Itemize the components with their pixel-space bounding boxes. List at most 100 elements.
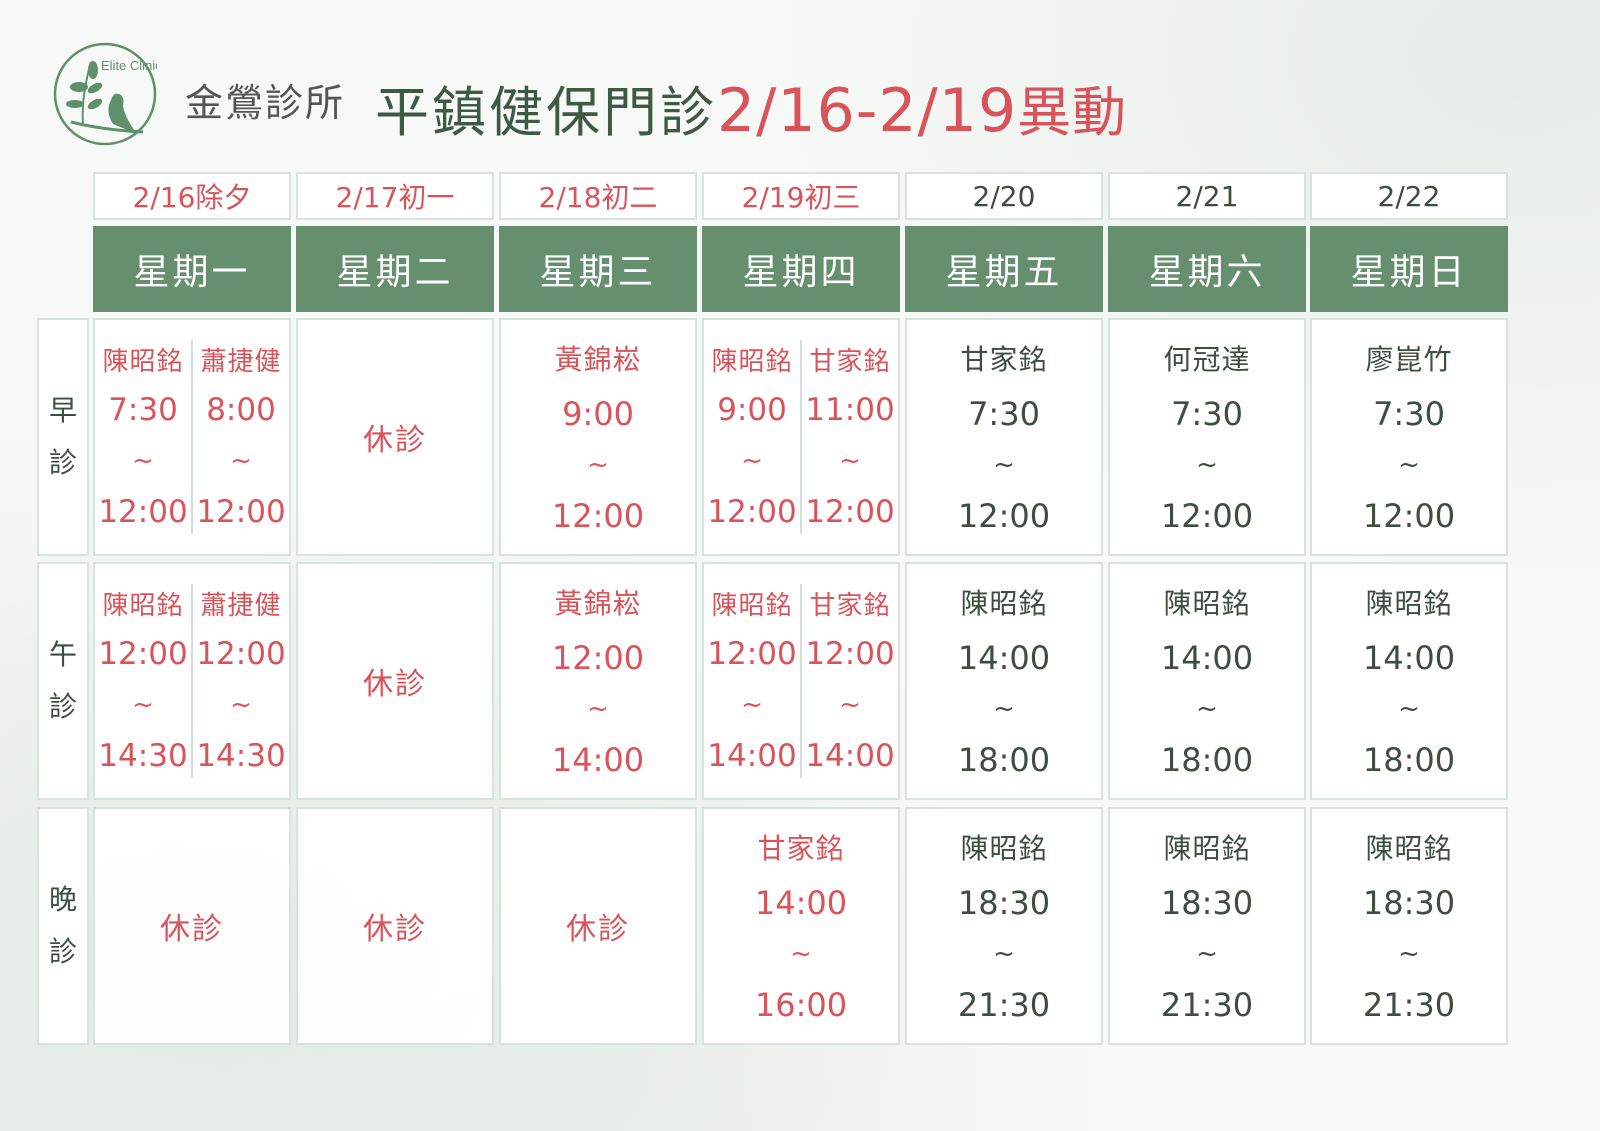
- doctor-name: 蕭捷健: [200, 591, 282, 621]
- schedule-cell: 陳昭銘 12:00 ~14:00 甘家銘 12:00 ~14:00: [702, 562, 900, 800]
- start-time: 12:00: [551, 639, 645, 677]
- end-time: 18:00: [957, 741, 1051, 779]
- session-label-char: 晚: [48, 883, 77, 916]
- schedule-cell: 黃錦崧 12:00 ~14:00: [499, 562, 697, 800]
- page-title: 平鎮健保門診2/16-2/19異動: [375, 68, 1127, 147]
- date-header: 2/20: [905, 172, 1103, 220]
- start-time: 14:00: [1160, 639, 1254, 677]
- schedule-cell: 陳昭銘 14:00 ~18:00: [1310, 562, 1508, 800]
- session-label-char: 診: [48, 935, 77, 968]
- weekday-header: 星期三: [499, 226, 697, 312]
- tilde: ~: [1398, 939, 1420, 969]
- schedule-cell: 陳昭銘 18:30 ~21:30: [905, 807, 1103, 1045]
- doctor-name: 陳昭銘: [960, 832, 1048, 865]
- end-time: 16:00: [754, 986, 848, 1024]
- start-time: 11:00: [805, 392, 895, 428]
- end-time: 12:00: [805, 494, 895, 530]
- end-time: 12:00: [196, 494, 286, 530]
- end-time: 14:00: [805, 738, 895, 774]
- doctor-entry: 蕭捷健 8:00 ~12:00: [191, 340, 289, 534]
- doctor-name: 甘家銘: [757, 832, 845, 865]
- start-time: 9:00: [717, 392, 787, 428]
- end-time: 12:00: [1362, 497, 1456, 535]
- start-time: 14:00: [754, 884, 848, 922]
- date-header: 2/16除夕: [93, 172, 291, 220]
- start-time: 7:30: [1171, 395, 1243, 433]
- start-time: 18:30: [1160, 884, 1254, 922]
- tilde: ~: [1398, 450, 1420, 480]
- tilde: ~: [1196, 450, 1218, 480]
- closed-label: 休診: [566, 912, 630, 947]
- doctor-entry: 甘家銘 11:00 ~12:00: [800, 340, 898, 534]
- closed-label: 休診: [363, 912, 427, 947]
- start-time: 12:00: [98, 636, 188, 672]
- weekday-header: 星期四: [702, 226, 900, 312]
- tilde: ~: [230, 446, 252, 476]
- schedule-cell: 何冠達 7:30 ~12:00: [1108, 318, 1306, 556]
- doctor-entry: 何冠達 7:30 ~12:00: [1110, 320, 1304, 554]
- doctor-entry: 黃錦崧 9:00 ~12:00: [501, 320, 695, 554]
- start-time: 12:00: [805, 636, 895, 672]
- schedule-cell: 甘家銘 7:30 ~12:00: [905, 318, 1103, 556]
- closed-label: 休診: [363, 423, 427, 458]
- weekday-header: 星期二: [296, 226, 494, 312]
- doctor-entry: 陳昭銘 14:00 ~18:00: [907, 564, 1101, 798]
- doctor-name: 陳昭銘: [960, 587, 1048, 620]
- tilde: ~: [230, 690, 252, 720]
- schedule-cell: 甘家銘 14:00 ~16:00: [702, 807, 900, 1045]
- clinic-name: 金鶯診所: [185, 81, 346, 125]
- doctor-name: 何冠達: [1163, 343, 1251, 376]
- schedule-cell: 休診: [499, 807, 697, 1045]
- doctor-entry: 廖崑竹 7:30 ~12:00: [1312, 320, 1506, 554]
- start-time: 18:30: [957, 884, 1051, 922]
- date-header: 2/18初二: [499, 172, 697, 220]
- tilde: ~: [132, 446, 154, 476]
- end-time: 21:30: [1160, 986, 1254, 1024]
- doctor-name: 黃錦崧: [554, 343, 642, 376]
- doctor-name: 陳昭銘: [1163, 587, 1251, 620]
- start-time: 8:00: [206, 392, 276, 428]
- doctor-name: 甘家銘: [809, 591, 891, 621]
- tilde: ~: [993, 939, 1015, 969]
- start-time: 9:00: [562, 395, 634, 433]
- doctor-entry: 陳昭銘 12:00 ~14:00: [704, 584, 800, 778]
- doctor-entry: 陳昭銘 18:30 ~21:30: [1312, 809, 1506, 1043]
- doctor-entry: 蕭捷健 12:00 ~14:30: [191, 584, 289, 778]
- weekday-header: 星期一: [93, 226, 291, 312]
- tilde: ~: [741, 690, 763, 720]
- end-time: 12:00: [707, 494, 797, 530]
- schedule-cell: 休診: [296, 807, 494, 1045]
- session-label: 午診: [37, 562, 89, 800]
- schedule-cell: 陳昭銘 18:30 ~21:30: [1108, 807, 1306, 1045]
- doctor-name: 甘家銘: [809, 347, 891, 377]
- start-time: 7:30: [1373, 395, 1445, 433]
- doctor-entry: 陳昭銘 18:30 ~21:30: [1110, 809, 1304, 1043]
- session-label: 早診: [37, 318, 89, 556]
- doctor-name: 陳昭銘: [1365, 832, 1453, 865]
- session-label-char: 診: [48, 446, 77, 479]
- doctor-entry: 甘家銘 7:30 ~12:00: [907, 320, 1101, 554]
- end-time: 12:00: [1160, 497, 1254, 535]
- doctor-name: 陳昭銘: [102, 591, 184, 621]
- schedule-cell: 陳昭銘 14:00 ~18:00: [1108, 562, 1306, 800]
- schedule-cell: 陳昭銘 7:30 ~12:00 蕭捷健 8:00 ~12:00: [93, 318, 291, 556]
- session-label-char: 午: [48, 638, 77, 671]
- doctor-name: 陳昭銘: [1163, 832, 1251, 865]
- date-header: 2/17初一: [296, 172, 494, 220]
- tilde: ~: [839, 446, 861, 476]
- end-time: 14:00: [551, 741, 645, 779]
- doctor-entry: 陳昭銘 14:00 ~18:00: [1312, 564, 1506, 798]
- tilde: ~: [790, 939, 812, 969]
- doctor-name: 陳昭銘: [711, 347, 793, 377]
- start-time: 7:30: [108, 392, 178, 428]
- title-suffix: 異動: [1017, 81, 1128, 144]
- schedule-cell: 陳昭銘 9:00 ~12:00 甘家銘 11:00 ~12:00: [702, 318, 900, 556]
- tilde: ~: [993, 694, 1015, 724]
- logo-text: Elite Clinic: [101, 58, 157, 73]
- doctor-name: 陳昭銘: [1365, 587, 1453, 620]
- tilde: ~: [1398, 694, 1420, 724]
- end-time: 21:30: [957, 986, 1051, 1024]
- schedule-cell: 廖崑竹 7:30 ~12:00: [1310, 318, 1508, 556]
- date-header: 2/21: [1108, 172, 1306, 220]
- title-main: 平鎮健保門診: [375, 81, 717, 144]
